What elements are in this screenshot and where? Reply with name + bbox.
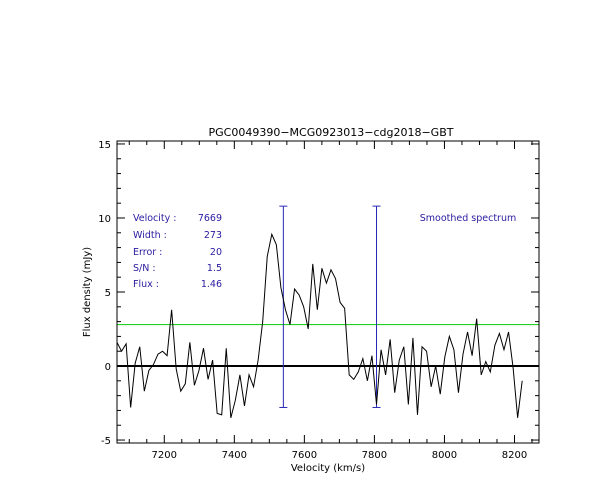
annotation-value-velocity: 7669 — [198, 213, 222, 224]
y-tick-label: 0 — [105, 362, 111, 373]
annotation-label-error: Error : — [133, 247, 162, 258]
x-tick-label: 7800 — [362, 450, 387, 461]
x-tick-label: 8200 — [502, 450, 527, 461]
y-tick-label: 15 — [98, 140, 111, 151]
annotation-label-flux: Flux : — [133, 279, 159, 290]
chart-title: PGC0049390−MCG0923013−cdg2018−GBT — [209, 126, 454, 139]
x-tick-label: 7600 — [292, 450, 317, 461]
x-tick-label: 7200 — [152, 450, 177, 461]
x-axis-label: Velocity (km/s) — [291, 463, 365, 474]
y-tick-label: 10 — [98, 214, 111, 225]
annotation-value-flux: 1.46 — [201, 279, 222, 290]
annotation-smoothed-note: Smoothed spectrum — [420, 213, 517, 224]
annotation-value-width: 273 — [204, 230, 222, 241]
x-tick-label: 8000 — [432, 450, 457, 461]
annotation-label-velocity: Velocity : — [133, 213, 177, 224]
plot-area — [117, 205, 539, 418]
y-axis-label: Flux density (mJy) — [82, 247, 93, 337]
plot-frame — [116, 140, 540, 444]
annotation-value-error: 20 — [210, 247, 222, 258]
y-tick-label: -5 — [101, 436, 111, 447]
x-tick-label: 7400 — [222, 450, 247, 461]
spectrum-line — [117, 232, 523, 418]
y-tick-label: 5 — [105, 288, 111, 299]
annotation-value-sn: 1.5 — [207, 263, 222, 274]
annotation-block: Velocity : 7669 Width : 273 Error : 20 S… — [133, 213, 516, 290]
annotation-label-width: Width : — [133, 230, 167, 241]
annotation-label-sn: S/N : — [133, 263, 156, 274]
